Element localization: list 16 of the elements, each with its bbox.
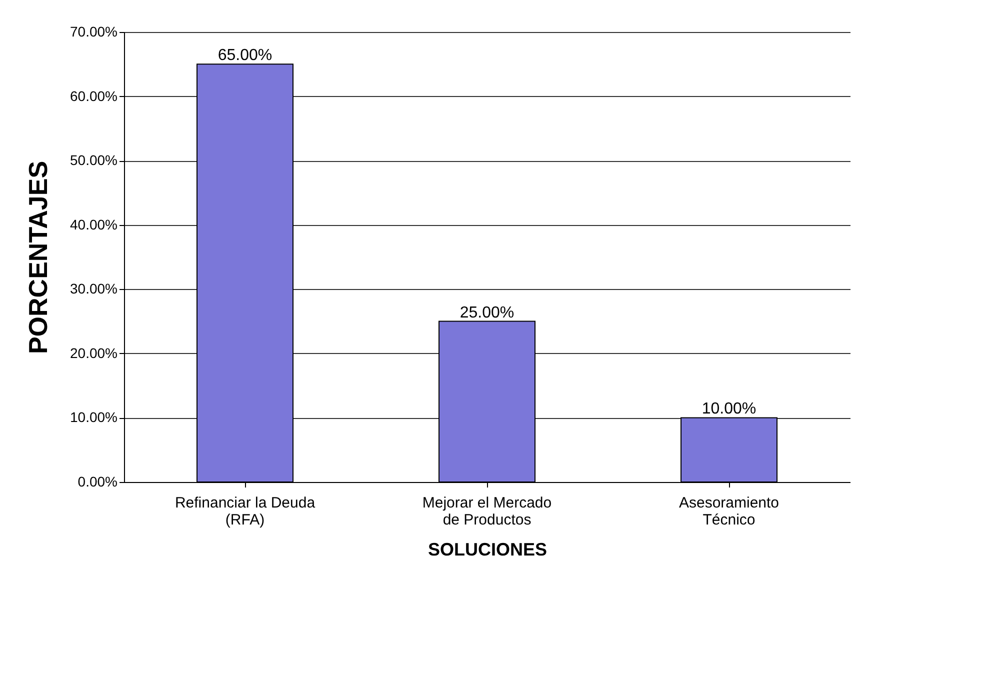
y-tick-label: 10.00% <box>70 409 118 426</box>
x-tick-label: Mejorar el Mercado de Productos <box>422 494 552 528</box>
x-tick-label: Asesoramiento Técnico <box>678 494 780 528</box>
y-tick-label: 0.00% <box>78 474 118 490</box>
y-tick-label: 50.00% <box>70 152 118 168</box>
y-tick-label: 70.00% <box>70 24 118 40</box>
y-tick-label: 20.00% <box>70 344 118 361</box>
y-tick-label: 40.00% <box>70 216 118 232</box>
y-axis-title: PORCENTAJES <box>23 160 54 354</box>
data-label: 25.00% <box>460 304 514 322</box>
data-label: 65.00% <box>218 47 272 64</box>
x-axis-title: SOLUCIONES <box>428 540 548 560</box>
y-tick-label: 30.00% <box>70 280 118 297</box>
data-label: 10.00% <box>702 400 756 418</box>
x-tick-label: Refinanciar la Deuda (RFA) <box>174 494 316 528</box>
y-tick-label: 60.00% <box>70 88 118 104</box>
